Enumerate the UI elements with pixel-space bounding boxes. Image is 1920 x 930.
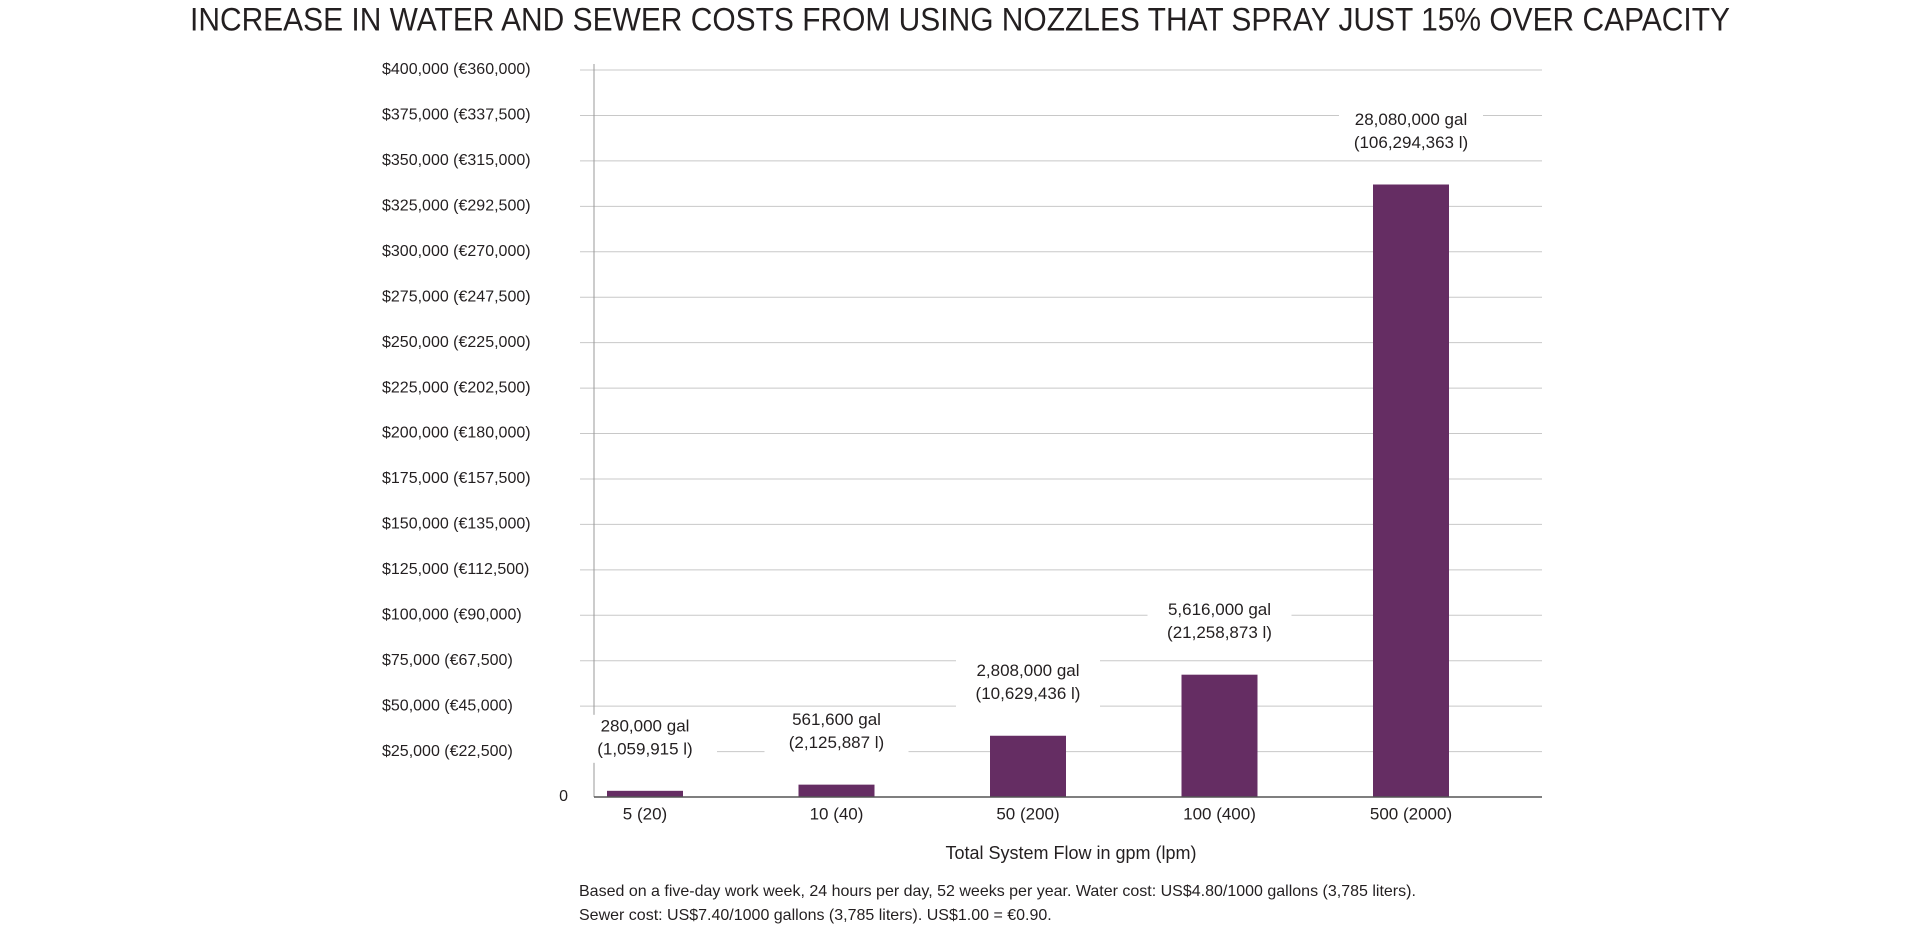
bar-annotation: 280,000 gal [601, 716, 690, 735]
bar-annotation: 2,808,000 gal [976, 661, 1079, 680]
bar-annotation: 28,080,000 gal [1355, 110, 1468, 129]
x-tick-label: 50 (200) [996, 804, 1059, 823]
annotation-bg [764, 708, 909, 757]
y-tick-label: $350,000 (€315,000) [382, 152, 531, 169]
footnote: Sewer cost: US$7.40/1000 gallons (3,785 … [579, 907, 1052, 924]
y-tick-label: $325,000 (€292,500) [382, 198, 531, 215]
footnote: Based on a five-day work week, 24 hours … [579, 883, 1416, 900]
y-tick-label: 0 [559, 788, 568, 805]
y-tick-label: $125,000 (€112,500) [382, 561, 529, 578]
y-tick-label: $100,000 (€90,000) [382, 606, 522, 623]
y-tick-label: $250,000 (€225,000) [382, 334, 531, 351]
bar-annotation: 5,616,000 gal [1168, 600, 1271, 619]
y-tick-label: $375,000 (€337,500) [382, 107, 531, 124]
y-tick-label: $175,000 (€157,500) [382, 470, 531, 487]
annotation-bg [573, 714, 717, 763]
chart-title: INCREASE IN WATER AND SEWER COSTS FROM U… [190, 1, 1730, 37]
x-tick-label: 500 (2000) [1370, 804, 1452, 823]
bar [1373, 184, 1449, 797]
x-tick-label: 10 (40) [810, 804, 864, 823]
y-tick-label: $225,000 (€202,500) [382, 379, 531, 396]
y-tick-label: $275,000 (€247,500) [382, 288, 531, 305]
y-tick-label: $400,000 (€360,000) [382, 61, 531, 78]
bar-annotation: 561,600 gal [792, 710, 881, 729]
annotation-bg [1147, 598, 1292, 647]
bar [798, 784, 875, 797]
y-tick-label: $75,000 (€67,500) [382, 652, 513, 669]
bar [1181, 674, 1258, 797]
x-tick-label: 5 (20) [623, 804, 667, 823]
bar [607, 790, 683, 797]
annotation-bg [1339, 108, 1483, 157]
x-tick-label: 100 (400) [1183, 804, 1256, 823]
bar-annotation: (1,059,915 l) [597, 739, 692, 758]
bar-annotation: (10,629,436 l) [976, 684, 1081, 703]
y-tick-label: $50,000 (€45,000) [382, 697, 513, 714]
annotation-bg [956, 659, 1100, 708]
bar-annotation: (2,125,887 l) [789, 733, 884, 752]
x-axis-label: Total System Flow in gpm (lpm) [945, 843, 1196, 863]
bar-annotation: (21,258,873 l) [1167, 623, 1272, 642]
bar-annotation: (106,294,363 l) [1354, 133, 1468, 152]
y-tick-label: $25,000 (€22,500) [382, 743, 513, 760]
y-tick-label: $150,000 (€135,000) [382, 516, 531, 533]
bar [990, 735, 1066, 797]
y-tick-label: $300,000 (€270,000) [382, 243, 531, 260]
y-tick-label: $200,000 (€180,000) [382, 425, 531, 442]
